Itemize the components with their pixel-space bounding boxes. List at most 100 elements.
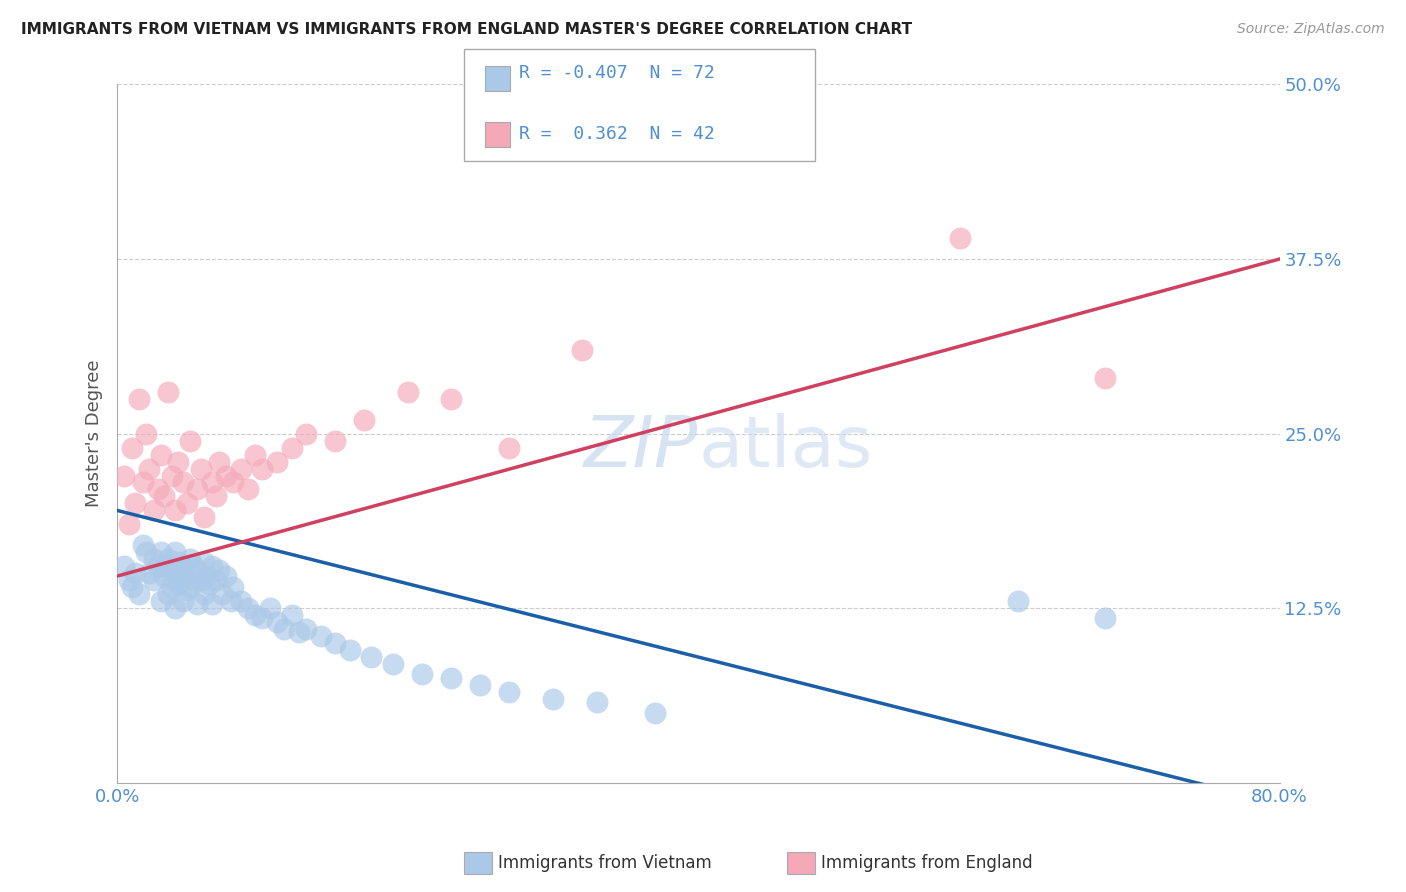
- Point: [167, 454, 190, 468]
- Point: [149, 448, 172, 462]
- Point: [176, 582, 198, 597]
- Point: [280, 608, 302, 623]
- Point: [273, 622, 295, 636]
- Point: [949, 231, 972, 245]
- Point: [470, 678, 492, 692]
- Text: IMMIGRANTS FROM VIETNAM VS IMMIGRANTS FROM ENGLAND MASTER'S DEGREE CORRELATION C: IMMIGRANTS FROM VIETNAM VS IMMIGRANTS FR…: [21, 22, 912, 37]
- Point: [339, 643, 361, 657]
- Point: [157, 552, 180, 566]
- Point: [309, 629, 332, 643]
- Point: [252, 461, 274, 475]
- Text: Immigrants from England: Immigrants from England: [821, 854, 1033, 871]
- Point: [167, 577, 190, 591]
- Point: [201, 597, 224, 611]
- Point: [121, 580, 143, 594]
- Point: [128, 587, 150, 601]
- Point: [172, 594, 194, 608]
- Point: [165, 601, 187, 615]
- Point: [181, 559, 204, 574]
- Text: atlas: atlas: [699, 413, 873, 482]
- Point: [176, 496, 198, 510]
- Point: [152, 490, 174, 504]
- Point: [205, 490, 228, 504]
- Point: [236, 483, 259, 497]
- Point: [219, 594, 242, 608]
- Y-axis label: Master's Degree: Master's Degree: [86, 359, 103, 508]
- Point: [195, 569, 218, 583]
- Point: [162, 580, 184, 594]
- Point: [169, 566, 191, 581]
- Point: [135, 426, 157, 441]
- Point: [167, 555, 190, 569]
- Point: [118, 517, 141, 532]
- Point: [1007, 594, 1029, 608]
- Text: ZIP: ZIP: [583, 413, 699, 482]
- Point: [266, 454, 288, 468]
- Point: [215, 468, 238, 483]
- Point: [201, 559, 224, 574]
- Point: [208, 564, 231, 578]
- Point: [149, 594, 172, 608]
- Point: [162, 564, 184, 578]
- Point: [179, 434, 201, 448]
- Point: [205, 574, 228, 588]
- Point: [323, 636, 346, 650]
- Point: [138, 461, 160, 475]
- Point: [114, 559, 136, 574]
- Point: [382, 657, 405, 671]
- Point: [128, 392, 150, 406]
- Point: [585, 695, 607, 709]
- Point: [208, 454, 231, 468]
- Point: [183, 574, 205, 588]
- Point: [190, 461, 212, 475]
- Point: [498, 685, 520, 699]
- Point: [193, 555, 215, 569]
- Point: [179, 552, 201, 566]
- Point: [541, 692, 564, 706]
- Point: [190, 574, 212, 588]
- Point: [193, 587, 215, 601]
- Point: [571, 343, 593, 357]
- Point: [157, 587, 180, 601]
- Point: [165, 503, 187, 517]
- Point: [222, 475, 245, 490]
- Point: [186, 564, 208, 578]
- Point: [146, 559, 169, 574]
- Point: [1094, 611, 1116, 625]
- Point: [323, 434, 346, 448]
- Point: [229, 461, 252, 475]
- Point: [172, 559, 194, 574]
- Point: [142, 552, 165, 566]
- Point: [215, 569, 238, 583]
- Point: [142, 503, 165, 517]
- Point: [245, 448, 267, 462]
- Point: [135, 545, 157, 559]
- Point: [142, 574, 165, 588]
- Point: [266, 615, 288, 629]
- Point: [440, 392, 463, 406]
- Point: [1094, 370, 1116, 384]
- Point: [396, 384, 419, 399]
- Point: [288, 624, 311, 639]
- Point: [236, 601, 259, 615]
- Point: [146, 483, 169, 497]
- Point: [222, 580, 245, 594]
- Point: [252, 611, 274, 625]
- Point: [174, 569, 197, 583]
- Point: [118, 574, 141, 588]
- Text: Immigrants from Vietnam: Immigrants from Vietnam: [498, 854, 711, 871]
- Point: [245, 608, 267, 623]
- Point: [193, 510, 215, 524]
- Point: [157, 384, 180, 399]
- Point: [152, 569, 174, 583]
- Point: [295, 426, 318, 441]
- Point: [124, 496, 146, 510]
- Point: [132, 475, 155, 490]
- Point: [498, 441, 520, 455]
- Text: Source: ZipAtlas.com: Source: ZipAtlas.com: [1237, 22, 1385, 37]
- Point: [440, 671, 463, 685]
- Point: [353, 412, 375, 426]
- Point: [149, 545, 172, 559]
- Point: [295, 622, 318, 636]
- Point: [165, 545, 187, 559]
